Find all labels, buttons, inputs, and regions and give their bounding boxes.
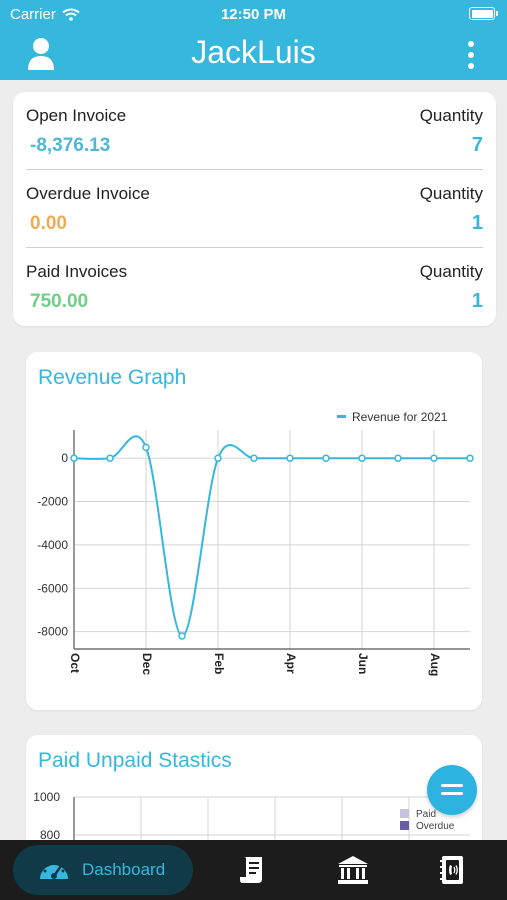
x-tick-label: Feb (212, 653, 226, 674)
tab-dashboard[interactable]: Dashboard (13, 845, 193, 895)
menu-icon (441, 784, 463, 787)
quantity-label: Quantity (419, 106, 483, 125)
data-point (286, 454, 294, 462)
quantity-label: Quantity (419, 184, 483, 203)
data-point (430, 454, 438, 462)
data-point (358, 454, 366, 462)
summary-label: Paid Invoices (26, 262, 128, 281)
status-time: 12:50 PM (220, 6, 287, 23)
user-icon[interactable] (26, 37, 56, 71)
revenue-line-chart: 0 -2000 -4000 -6000 -8000 Oct Dec Feb Apr Jun Aug… (37, 410, 474, 676)
summary-amount: 0.00 (30, 213, 67, 234)
summary-label: Open Invoice (26, 106, 127, 125)
legend-swatch (400, 821, 409, 830)
summary-label: Overdue Invoice (26, 184, 150, 203)
revenue-graph-card: Revenue Graph 0 -2000 -4000 -6000 -8000 Oct D… (26, 352, 482, 710)
data-point (394, 454, 402, 462)
x-tick-label: Jun (356, 653, 370, 674)
data-point (322, 454, 330, 462)
menu-fab-button[interactable] (427, 765, 477, 815)
data-point (214, 454, 222, 462)
legend-label: Revenue for 2021 (352, 410, 448, 424)
status-bar: Carrier 12:50 PM (0, 0, 507, 30)
series-line-revenue (73, 435, 470, 637)
legend-swatch (337, 415, 346, 418)
summary-amount: -8,376.13 (30, 135, 111, 156)
data-point (178, 632, 186, 640)
y-tick-label: 0 (61, 451, 68, 465)
x-tick-label: Oct (68, 653, 82, 673)
x-tick-label: Dec (140, 653, 154, 675)
y-tick-label: 800 (40, 828, 60, 842)
y-tick-label: 1000 (33, 790, 60, 804)
more-vertical-icon[interactable] (465, 40, 477, 70)
app-header: JackLuis (0, 30, 507, 80)
tab-dashboard-label: Dashboard (82, 860, 166, 879)
legend-swatch (400, 809, 409, 818)
paid-unpaid-card: Paid Unpaid Stastics 1000 800 Paid Overdue (26, 735, 482, 855)
summary-quantity: 7 (471, 134, 483, 156)
carrier-label: Carrier (10, 6, 56, 23)
y-tick-label: -2000 (37, 495, 68, 509)
summary-amount: 750.00 (30, 291, 89, 312)
menu-icon-bar (441, 792, 463, 795)
revenue-graph-title: Revenue Graph (38, 366, 187, 389)
contacts-book-icon[interactable] (439, 855, 465, 885)
invoice-receipt-icon[interactable] (238, 855, 266, 885)
paid-unpaid-title: Paid Unpaid Stastics (38, 749, 232, 772)
legend-label: Paid (416, 809, 436, 820)
x-tick-label: Apr (284, 653, 298, 674)
summary-quantity: 1 (471, 290, 483, 312)
bank-icon[interactable] (337, 855, 369, 885)
y-tick-label: -4000 (37, 538, 68, 552)
y-tick-label: -6000 (37, 581, 68, 595)
summary-quantity: 1 (471, 212, 483, 234)
x-tick-label: Aug (428, 653, 442, 676)
data-point (106, 454, 114, 462)
data-point (70, 454, 78, 462)
data-point (142, 443, 150, 452)
invoice-summary-card: Open Invoice Quantity -8,376.13 7 Overdu… (13, 92, 496, 326)
data-point (466, 454, 474, 462)
quantity-label: Quantity (419, 262, 483, 281)
legend-label: Overdue (416, 821, 455, 832)
y-tick-label: -8000 (37, 625, 68, 639)
summary-row-overdue[interactable]: Overdue Invoice Quantity 0.00 1 (26, 170, 483, 248)
summary-row-paid[interactable]: Paid Invoices Quantity 750.00 1 (26, 248, 483, 326)
dashboard-gauge-icon (40, 860, 68, 879)
page-title: JackLuis (191, 34, 316, 70)
data-point (250, 454, 258, 462)
battery-icon (469, 7, 498, 20)
carrier-info: Carrier (10, 6, 80, 23)
summary-row-open[interactable]: Open Invoice Quantity -8,376.13 7 (26, 92, 483, 170)
bottom-tab-bar: Dashboard (0, 840, 507, 900)
wifi-icon (62, 8, 80, 21)
